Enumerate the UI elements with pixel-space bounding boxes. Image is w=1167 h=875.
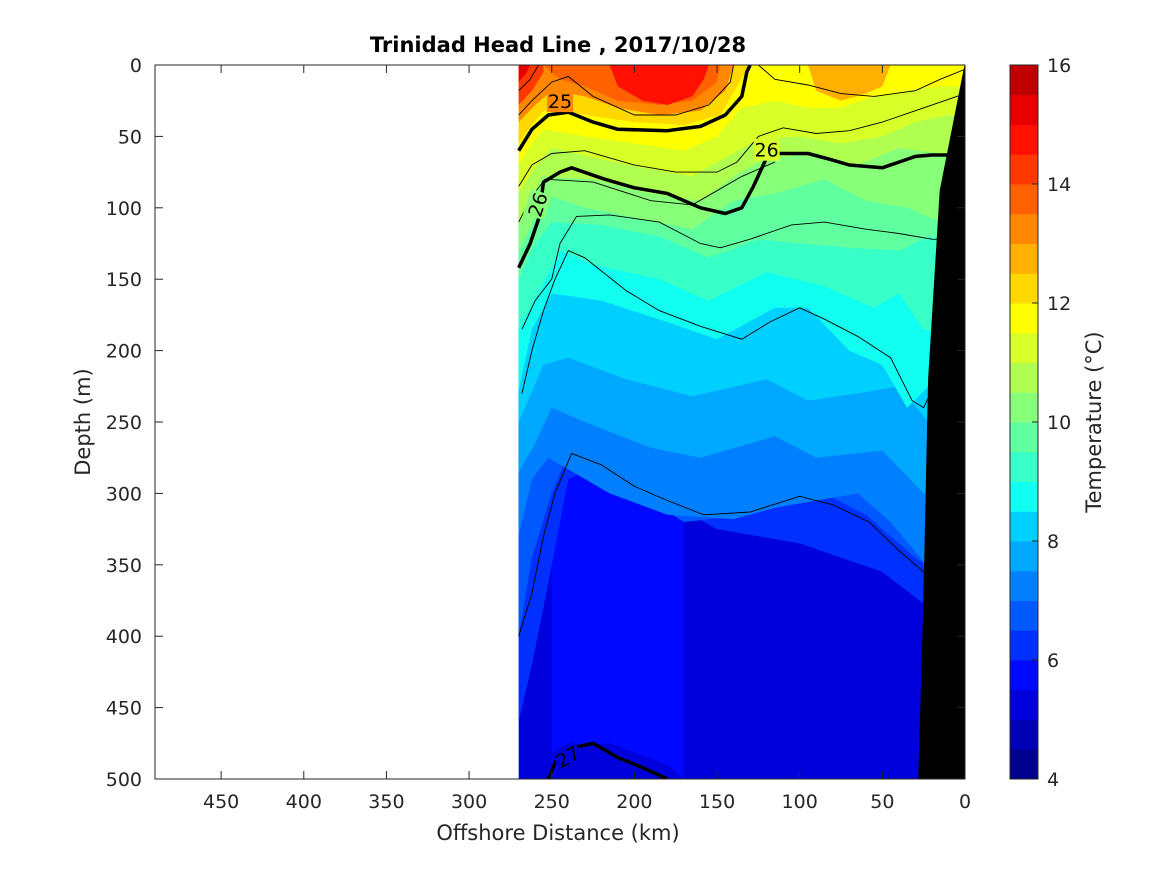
colorbar-segment <box>1010 630 1038 661</box>
colorbar-segment <box>1010 154 1038 185</box>
seafloor-bathymetry <box>918 65 965 779</box>
y-tick-label: 150 <box>106 269 142 291</box>
colorbar-segment <box>1010 362 1038 393</box>
colorbar-segment <box>1010 94 1038 125</box>
colorbar-segment <box>1010 689 1038 720</box>
thin-contour-line <box>521 214 965 330</box>
x-tick-label: 50 <box>870 791 894 813</box>
thin-contour-line <box>518 65 735 116</box>
y-axis-label: Depth (m) <box>71 368 95 475</box>
x-axis: 450 400 350 300 250 200 150 100 50 0 <box>203 65 971 813</box>
colorbar-segment <box>1010 422 1038 453</box>
temperature-fill-layer <box>518 65 965 779</box>
colorbar-segment <box>1010 273 1038 304</box>
x-axis-label: Offshore Distance (km) <box>436 821 679 845</box>
thin-contour-line <box>521 250 958 409</box>
colorbar: 4 6 8 10 12 14 16 <box>1009 55 1071 791</box>
colorbar-segment <box>1010 481 1038 512</box>
colorbar-segment <box>1010 65 1038 96</box>
y-tick-label: 400 <box>106 626 142 648</box>
y-tick-label: 200 <box>106 341 142 363</box>
colorbar-tick-label: 4 <box>1047 769 1059 791</box>
y-tick-label: 300 <box>106 483 142 505</box>
x-tick-label: 400 <box>286 791 322 813</box>
thin-contour-layer <box>518 65 965 637</box>
colorbar-segment <box>1010 392 1038 423</box>
colorbar-segment <box>1010 243 1038 274</box>
colorbar-segment <box>1010 660 1038 691</box>
colorbar-tick-label: 14 <box>1047 174 1071 196</box>
temperature-band <box>518 65 531 83</box>
y-tick-label: 100 <box>106 198 142 220</box>
colorbar-label: Temperature (°C) <box>1082 331 1106 513</box>
y-axis: 0 50 100 150 200 250 300 350 400 450 500 <box>106 55 965 791</box>
colorbar-segment <box>1010 184 1038 215</box>
colorbar-segment <box>1010 451 1038 482</box>
x-tick-label: 350 <box>368 791 404 813</box>
contour-label: 26 <box>755 140 779 162</box>
colorbar-segment <box>1010 749 1038 780</box>
colorbar-segment <box>1010 511 1038 542</box>
contour-label-bg <box>547 90 573 113</box>
x-tick-label: 300 <box>451 791 487 813</box>
colorbar-tick-label: 8 <box>1047 531 1059 553</box>
y-tick-label: 500 <box>106 769 142 791</box>
y-tick-label: 450 <box>106 698 142 720</box>
x-tick-label: 100 <box>782 791 818 813</box>
thin-contour-line <box>518 452 957 637</box>
contour-label-bg <box>753 138 780 161</box>
temperature-band <box>518 65 544 105</box>
y-tick-label: 350 <box>106 555 142 577</box>
x-tick-label: 150 <box>699 791 735 813</box>
temperature-band <box>808 65 891 101</box>
colorbar-tick-label: 6 <box>1047 650 1059 672</box>
x-tick-label: 250 <box>534 791 570 813</box>
y-tick-label: 0 <box>130 55 142 77</box>
chart-title: Trinidad Head Line , 2017/10/28 <box>370 33 746 57</box>
x-tick-label: 450 <box>203 791 239 813</box>
x-tick-label: 200 <box>616 791 652 813</box>
thin-contour-line <box>518 65 539 92</box>
colorbar-segment <box>1010 332 1038 363</box>
colorbar-tick-label: 12 <box>1047 293 1071 315</box>
colorbar-segment <box>1010 124 1038 155</box>
density-contour-25 <box>517 65 752 152</box>
colorbar-tick-label: 16 <box>1047 55 1071 77</box>
y-tick-label: 250 <box>106 412 142 434</box>
density-contour-26 <box>517 151 965 269</box>
bathymetry-layer <box>918 65 965 779</box>
contour-label-bg <box>551 740 585 773</box>
contour-label: 25 <box>548 91 572 113</box>
colorbar-tick-label: 10 <box>1047 412 1071 434</box>
x-tick-label: 0 <box>959 791 971 813</box>
colorbar-segment <box>1010 570 1038 601</box>
temperature-band <box>609 65 709 105</box>
colorbar-segment <box>1010 213 1038 244</box>
contour-label-bg <box>523 188 553 221</box>
colorbar-segment <box>1010 719 1038 750</box>
y-tick-label: 50 <box>118 126 142 148</box>
thin-contour-line <box>518 93 965 187</box>
colorbar-segment <box>1010 303 1038 334</box>
colorbar-segment <box>1010 541 1038 572</box>
colorbar-segment <box>1010 600 1038 631</box>
thin-contour-line <box>758 65 965 97</box>
